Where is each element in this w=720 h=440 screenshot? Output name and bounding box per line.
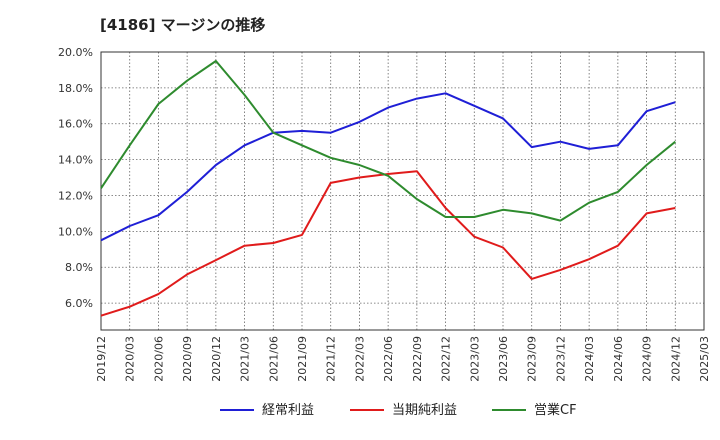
y-tick-label: 16.0% — [58, 118, 93, 131]
series-lines — [100, 60, 676, 317]
x-tick-label: 2025/03 — [698, 336, 711, 382]
x-tick-label: 2022/03 — [353, 336, 366, 382]
x-tick-label: 2019/12 — [95, 336, 108, 382]
legend-label: 営業CF — [534, 402, 577, 418]
x-tick-label: 2024/09 — [641, 336, 654, 382]
legend-label: 経常利益 — [262, 403, 314, 418]
chart-title: [4186] マージンの推移 — [100, 16, 266, 34]
plot-frame — [100, 51, 705, 331]
legend: 経常利益 当期純利益 営業CF — [220, 402, 577, 418]
x-tick-label: 2022/06 — [382, 336, 395, 382]
axes: 6.0% 8.0% 10.0% 12.0% 14.0% 16.0% 18.0% 20.0% 20… — [58, 46, 711, 382]
x-tick-label: 2023/06 — [497, 336, 510, 382]
x-tick-label: 2021/09 — [296, 336, 309, 382]
x-tick-label: 2023/03 — [468, 336, 481, 382]
x-tick-label: 2020/06 — [152, 336, 165, 382]
y-tick-label: 12.0% — [58, 189, 93, 202]
x-tick-label: 2022/09 — [411, 336, 424, 382]
x-tick-label: 2020/03 — [124, 336, 137, 382]
x-tick-label: 2021/12 — [325, 336, 338, 382]
series-line — [100, 92, 676, 242]
x-tick-label: 2021/03 — [239, 336, 252, 382]
y-tick-label: 10.0% — [58, 225, 93, 238]
y-tick-label: 8.0% — [65, 261, 93, 274]
x-tick-label: 2022/12 — [440, 336, 453, 382]
x-tick-label: 2023/12 — [554, 336, 567, 382]
legend-label: 当期純利益 — [392, 403, 457, 418]
x-tick-label: 2023/09 — [526, 336, 539, 382]
y-tick-label: 20.0% — [58, 46, 93, 59]
series-line — [100, 170, 676, 317]
x-tick-label: 2024/06 — [612, 336, 625, 382]
x-tick-label: 2024/03 — [583, 336, 596, 382]
x-tick-label: 2020/09 — [181, 336, 194, 382]
grid-lines — [100, 51, 705, 330]
series-line — [100, 60, 676, 222]
y-tick-label: 6.0% — [65, 297, 93, 310]
y-tick-label: 18.0% — [58, 82, 93, 95]
y-tick-label: 14.0% — [58, 154, 93, 167]
x-tick-label: 2024/12 — [669, 336, 682, 382]
x-tick-label: 2020/12 — [210, 336, 223, 382]
x-tick-label: 2021/06 — [267, 336, 280, 382]
